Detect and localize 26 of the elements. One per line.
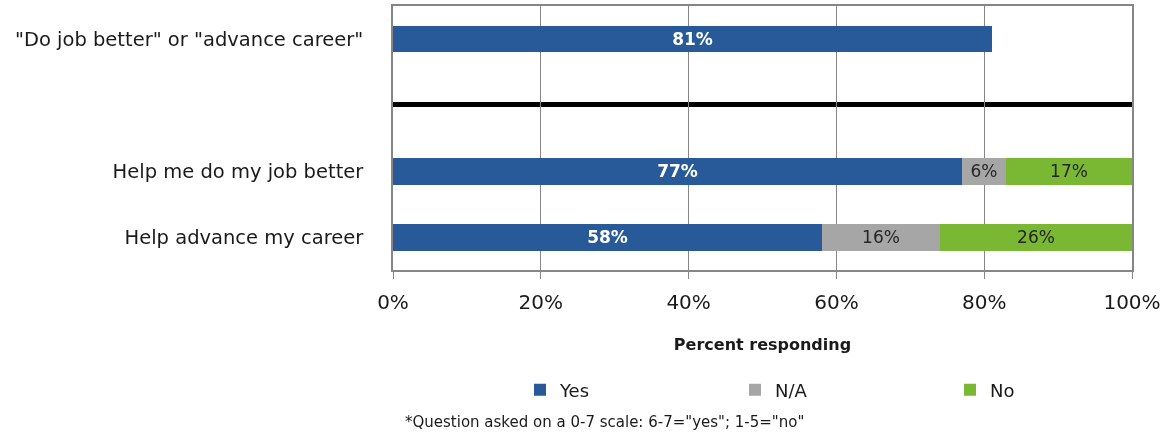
data-label: 16% bbox=[862, 227, 900, 248]
y-tick-label: "Do job better" or "advance career" bbox=[14, 27, 364, 51]
data-label: 17% bbox=[1050, 161, 1088, 182]
legend-label: N/A bbox=[775, 379, 808, 401]
x-tick-label: 20% bbox=[518, 289, 564, 314]
x-tick-label: 100% bbox=[1103, 289, 1161, 314]
legend-label: No bbox=[990, 379, 1015, 401]
bar bbox=[393, 223, 822, 251]
x-tick-label: 60% bbox=[814, 289, 859, 314]
bar bbox=[1006, 157, 1132, 185]
data-label: 77% bbox=[657, 161, 698, 182]
data-label: 6% bbox=[970, 161, 998, 182]
legend-label: Yes bbox=[559, 379, 590, 401]
y-tick-label: Help me do my job better bbox=[112, 159, 365, 183]
bar bbox=[822, 223, 940, 251]
data-label: 26% bbox=[1017, 227, 1055, 248]
data-label: 58% bbox=[587, 227, 628, 248]
x-tick-label: 0% bbox=[377, 289, 409, 314]
text: *Question asked on a 0-7 scale: 6-7="yes"; 1-5="no" bbox=[405, 413, 805, 431]
y-tick-label: Help advance my career bbox=[124, 225, 365, 249]
x-axis-title: Percent responding bbox=[673, 335, 852, 354]
x-tick-label: 40% bbox=[666, 289, 711, 314]
bar bbox=[940, 223, 1132, 251]
bar bbox=[393, 157, 962, 185]
data-label: 81% bbox=[672, 29, 713, 49]
x-tick-label: 80% bbox=[961, 289, 1007, 314]
